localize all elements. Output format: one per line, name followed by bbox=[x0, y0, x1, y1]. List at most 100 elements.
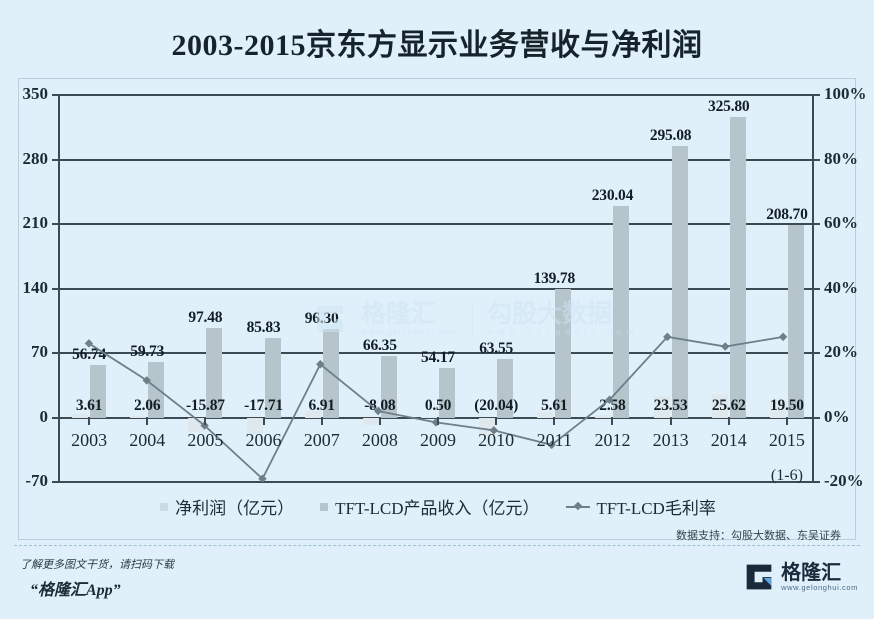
legend-item-0[interactable]: 净利润（亿元） bbox=[160, 494, 294, 519]
footer-logo-text: 格隆汇 bbox=[781, 561, 842, 584]
y-tick-right bbox=[812, 481, 820, 483]
data-label-revenue: 85.83 bbox=[246, 319, 281, 337]
x-axis-label: 2007 bbox=[303, 429, 340, 450]
x-axis-label: 2009 bbox=[420, 429, 456, 450]
bar-net-profit bbox=[537, 412, 554, 418]
page-title: 2003-2015京东方显示业务营收与净利润 bbox=[171, 29, 703, 62]
bar-tft-lcd-revenue bbox=[380, 356, 397, 418]
legend-item-1[interactable]: TFT-LCD产品收入（亿元） bbox=[320, 494, 540, 519]
y-tick-right bbox=[812, 352, 820, 354]
bar-tft-lcd-revenue bbox=[613, 205, 630, 418]
y-tick-left bbox=[52, 287, 60, 290]
bar-net-profit bbox=[711, 393, 728, 418]
x-tick bbox=[204, 417, 207, 425]
bar-net-profit bbox=[72, 414, 89, 418]
data-label-revenue: 230.04 bbox=[591, 186, 634, 204]
data-label-revenue: 56.74 bbox=[72, 346, 107, 364]
data-label-net-profit: 19.50 bbox=[769, 396, 804, 414]
data-label-revenue: 295.08 bbox=[649, 126, 692, 144]
y-tick-label-right: 20% bbox=[824, 342, 858, 361]
legend-swatch-icon bbox=[320, 502, 329, 511]
gross-margin-marker bbox=[663, 332, 672, 342]
gross-margin-marker bbox=[547, 440, 556, 450]
data-label-net-profit: (20.04) bbox=[474, 396, 519, 414]
y-tick-right bbox=[812, 223, 820, 225]
y-tick-label-right: -20% bbox=[824, 471, 864, 490]
legend-item-2[interactable]: TFT-LCD毛利率 bbox=[565, 494, 716, 519]
bar-net-profit bbox=[595, 415, 612, 418]
x-axis-label: 2010 bbox=[478, 429, 515, 450]
bar-tft-lcd-revenue bbox=[148, 362, 165, 418]
gridline bbox=[60, 352, 812, 354]
gridline bbox=[60, 94, 812, 96]
x-axis-label: 2006 bbox=[245, 429, 282, 450]
x-tick bbox=[611, 417, 614, 425]
gross-margin-marker bbox=[605, 395, 614, 405]
data-label-net-profit: -8.08 bbox=[364, 396, 396, 414]
data-label-net-profit: 23.53 bbox=[653, 396, 688, 414]
data-label-revenue: 97.48 bbox=[188, 308, 223, 326]
legend-label: TFT-LCD毛利率 bbox=[596, 499, 716, 518]
data-label-revenue: 63.55 bbox=[479, 339, 514, 357]
gridline bbox=[60, 158, 812, 161]
x-axis-sublabel: (1-6) bbox=[770, 466, 803, 484]
x-tick bbox=[262, 417, 265, 425]
y-tick-right bbox=[812, 158, 820, 161]
y-tick-left bbox=[52, 223, 60, 225]
footer-logo-url: www.gelonghui.com bbox=[781, 582, 858, 592]
bar-tft-lcd-revenue bbox=[206, 327, 223, 418]
footer-divider bbox=[14, 545, 860, 546]
gelonghui-footer-logo-icon bbox=[744, 562, 774, 592]
bar-tft-lcd-revenue bbox=[729, 117, 746, 418]
bar-tft-lcd-revenue bbox=[264, 338, 281, 418]
data-label-net-profit: 3.61 bbox=[75, 396, 103, 414]
bar-tft-lcd-revenue bbox=[497, 358, 514, 418]
bar-net-profit bbox=[653, 395, 670, 418]
y-tick-label-right: 40% bbox=[824, 277, 858, 297]
y-tick-label-left: 350 bbox=[22, 84, 49, 103]
gridline bbox=[60, 223, 812, 225]
y-tick-label-left: 0 bbox=[39, 406, 49, 426]
bar-tft-lcd-revenue bbox=[90, 365, 107, 418]
data-label-revenue: 59.73 bbox=[130, 343, 165, 361]
footer-line-2: “格隆汇App” bbox=[30, 582, 121, 599]
y-tick-label-left: 140 bbox=[22, 277, 49, 297]
bar-tft-lcd-revenue bbox=[555, 288, 572, 418]
x-tick bbox=[553, 417, 556, 425]
bar-net-profit bbox=[769, 399, 786, 418]
data-label-revenue: 208.70 bbox=[766, 206, 808, 224]
data-label-net-profit: -15.87 bbox=[185, 396, 225, 414]
y-tick-left bbox=[52, 481, 60, 483]
gross-margin-marker bbox=[373, 406, 383, 416]
bar-tft-lcd-revenue bbox=[671, 145, 688, 418]
gridline bbox=[60, 481, 812, 483]
y-tick-right bbox=[812, 94, 820, 96]
legend-label: TFT-LCD产品收入（亿元） bbox=[335, 499, 540, 518]
y-tick-label-right: 0% bbox=[824, 406, 850, 426]
data-label-revenue: 66.35 bbox=[362, 337, 397, 355]
x-axis-label: 2013 bbox=[652, 429, 689, 450]
x-tick bbox=[727, 417, 730, 425]
x-axis-label: 2004 bbox=[129, 429, 166, 450]
y-tick-label-right: 100% bbox=[824, 84, 867, 103]
gridline bbox=[60, 416, 812, 419]
gross-margin-marker bbox=[778, 332, 788, 342]
gross-margin-polyline bbox=[88, 335, 784, 481]
y-tick-left bbox=[52, 416, 60, 419]
data-label-net-profit: 0.50 bbox=[424, 396, 452, 414]
data-label-net-profit: -17.71 bbox=[244, 396, 283, 414]
x-axis-label: 2011 bbox=[536, 429, 572, 450]
y-tick-label-right: 60% bbox=[824, 213, 858, 232]
x-tick bbox=[785, 417, 788, 425]
y-tick-right bbox=[812, 287, 820, 290]
bar-net-profit bbox=[246, 417, 263, 434]
data-label-net-profit: 2.58 bbox=[599, 396, 626, 414]
footer-line-1: 了解更多图文干货，请扫码下载 bbox=[20, 559, 174, 571]
data-label-net-profit: 2.06 bbox=[134, 396, 161, 414]
x-tick bbox=[88, 417, 91, 425]
bar-net-profit bbox=[362, 417, 379, 425]
x-axis-label: 2003 bbox=[71, 429, 108, 450]
data-label-revenue: 139.78 bbox=[533, 269, 576, 287]
y-tick-right bbox=[812, 416, 820, 419]
bar-tft-lcd-revenue bbox=[439, 367, 455, 418]
